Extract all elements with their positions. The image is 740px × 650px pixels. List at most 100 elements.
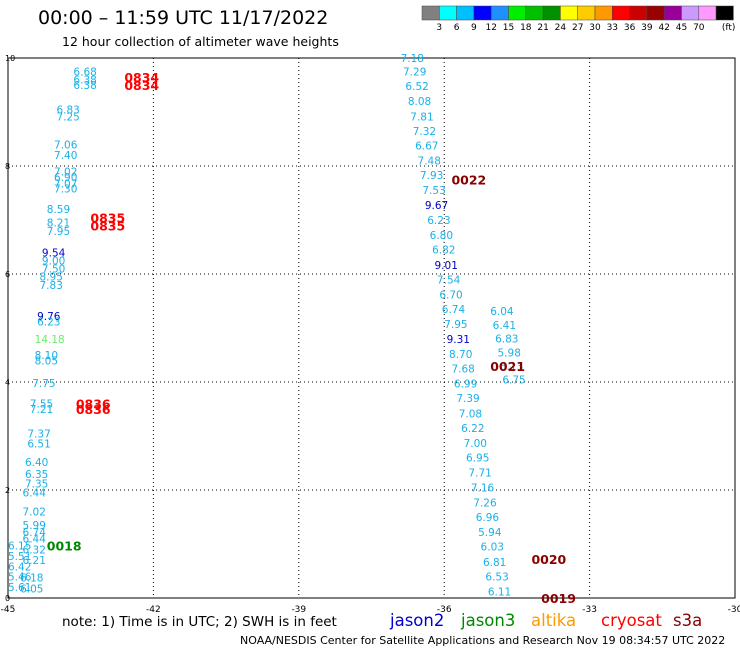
x-tick-label: -39 — [291, 605, 306, 615]
pass-time-label: 0019 — [541, 591, 576, 606]
wave-height-label: 6.38 — [73, 80, 96, 92]
wave-height-label: 7.55 — [30, 399, 53, 411]
wave-height-label: 6.42 — [8, 562, 31, 574]
legend-swatch — [439, 5, 457, 21]
legend-label: 36 — [624, 23, 636, 33]
wave-height-label: 7.02 — [23, 507, 46, 519]
wave-height-label: 7.18 — [401, 53, 424, 65]
legend-label: 18 — [520, 23, 532, 33]
wave-height-label: 7.68 — [451, 364, 474, 376]
wave-height-label: 7.93 — [420, 170, 443, 182]
wave-height-label: 8.59 — [47, 204, 70, 216]
chart-grid — [8, 58, 735, 598]
legend-swatch — [698, 5, 717, 21]
wave-height-label: 5.99 — [23, 520, 46, 532]
footer-legend: note: 1) Time is in UTC; 2) SWH is in fe… — [62, 611, 702, 630]
wave-height-label: 6.03 — [481, 542, 504, 554]
wave-height-label: 7.40 — [54, 150, 77, 162]
y-tick-label: 2 — [5, 486, 10, 495]
wave-height-label: 9.31 — [447, 334, 470, 346]
wave-height-label: 6.74 — [442, 304, 466, 316]
wave-height-label: 7.37 — [27, 428, 50, 440]
x-tick-label: -42 — [146, 605, 161, 615]
legend-swatch — [629, 5, 648, 21]
wave-height-label: 7.95 — [444, 319, 467, 331]
wave-height-label: 7.16 — [471, 482, 495, 494]
wave-height-label: 6.52 — [405, 81, 428, 93]
wave-height-label: 9.67 — [425, 200, 448, 212]
wave-height-label: 6.23 — [37, 317, 60, 329]
satellite-s3a: s3a — [673, 611, 702, 630]
legend-swatch — [594, 5, 613, 21]
satellite-legend: jason2 jason3 altika cryosat s3a — [389, 611, 702, 630]
wave-height-label: 7.08 — [459, 408, 482, 420]
x-tick-label: -45 — [1, 605, 16, 615]
legend-label: 12 — [485, 23, 496, 33]
legend-swatch — [646, 5, 665, 21]
y-tick-label: 6 — [5, 270, 10, 279]
satellite-cryosat: cryosat — [601, 611, 662, 630]
legend-swatch — [473, 5, 492, 21]
wave-height-label: 6.80 — [430, 230, 453, 242]
wave-height-label: 6.81 — [483, 557, 506, 569]
wave-height-label: 6.82 — [432, 245, 455, 257]
wave-height-label: 6.32 — [23, 544, 46, 556]
legend-swatch — [421, 5, 440, 21]
wave-height-label: 7.95 — [47, 226, 70, 238]
wave-height-label: 6.35 — [25, 469, 48, 481]
wave-height-label: 6.51 — [27, 439, 50, 451]
wave-height-label: 7.48 — [418, 156, 441, 168]
wave-height-label: 6.18 — [20, 572, 43, 584]
page-subtitle: 12 hour collection of altimeter wave hei… — [62, 34, 339, 49]
pass-time-label: 0836 — [76, 397, 111, 412]
legend-label: 15 — [503, 23, 514, 33]
wave-height-label: 9.54 — [42, 247, 66, 259]
satellite-jason2: jason2 — [389, 611, 444, 630]
wave-height-label: 6.99 — [454, 379, 477, 391]
legend-label: 42 — [658, 23, 669, 33]
legend-swatch — [612, 5, 630, 21]
wave-height-label: 7.32 — [413, 126, 436, 138]
legend-swatch — [663, 5, 682, 21]
wave-height-label: 6.21 — [23, 555, 46, 567]
legend-label: 45 — [676, 23, 687, 33]
wave-height-label: 6.44 — [23, 488, 47, 500]
legend-label: 21 — [537, 23, 548, 33]
wave-height-label: 5.94 — [478, 527, 502, 539]
legend-swatch — [490, 5, 509, 21]
wave-height-label: 7.26 — [473, 497, 497, 509]
pass-time-label: 0021 — [490, 359, 525, 374]
wave-height-label: 5.46 — [8, 571, 32, 583]
wave-height-label: 6.74 — [23, 527, 47, 539]
wave-height-label: 6.15 — [8, 541, 31, 553]
credit-line: NOAA/NESDIS Center for Satellite Applica… — [240, 634, 726, 647]
wave-height-label: 9.00 — [42, 256, 65, 268]
y-tick-label: 10 — [5, 54, 15, 63]
pass-time-label: 0020 — [531, 552, 566, 567]
wave-height-label: 6.53 — [485, 571, 508, 583]
wave-height-label: 7.07 — [54, 178, 77, 190]
wave-height-label: 7.81 — [410, 111, 433, 123]
axis-ticks: -45 -42 -39 -36 -33 -30 0 2 4 6 8 10 — [1, 54, 740, 615]
wave-height-label: 8.70 — [449, 349, 472, 361]
wave-height-label: 9.76 — [37, 311, 61, 323]
wave-height-label: 5.61 — [8, 582, 31, 594]
wave-height-label: 8.08 — [408, 96, 431, 108]
wave-height-label: 7.39 — [456, 393, 479, 405]
legend-label: 24 — [555, 23, 567, 33]
plot-area — [7, 57, 736, 599]
wave-height-label: 6.83 — [56, 104, 79, 116]
legend-label: 39 — [641, 23, 653, 33]
wave-height-label: 6.96 — [476, 512, 500, 524]
data-labels: 6.686.386.386.837.257.067.407.026.907.07… — [8, 53, 576, 606]
wave-height-label: 7.06 — [54, 139, 78, 151]
wave-height-label: 6.75 — [502, 375, 525, 387]
wave-height-label: 6.95 — [466, 453, 489, 465]
pass-time-label: 0835 — [90, 210, 125, 225]
wave-height-label: 7.50 — [42, 264, 65, 276]
wave-height-label: 5.98 — [498, 347, 521, 359]
color-legend: 3 6 9 12 15 18 21 24 27 30 33 36 39 42 45 70 (ft) — [421, 5, 735, 33]
wave-height-label: 7.21 — [30, 404, 53, 416]
legend-swatch — [456, 5, 475, 21]
